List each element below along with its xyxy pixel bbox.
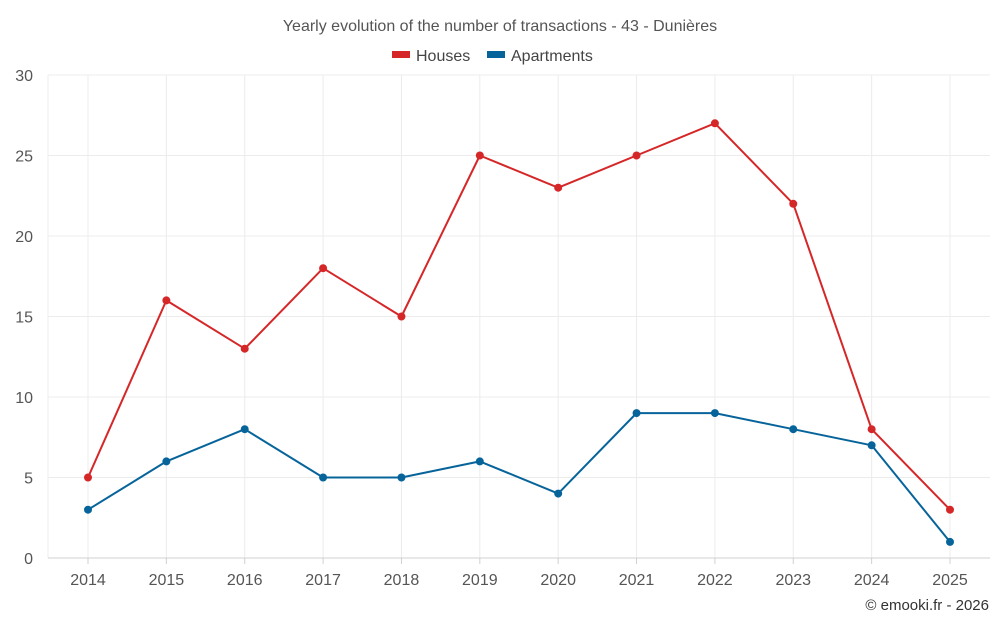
- data-point-houses[interactable]: [319, 264, 328, 273]
- data-point-apartments[interactable]: [84, 505, 92, 514]
- data-point-apartments[interactable]: [632, 409, 641, 418]
- x-tick-label: 2025: [932, 572, 968, 589]
- data-point-apartments[interactable]: [475, 457, 484, 466]
- data-point-apartments[interactable]: [162, 457, 171, 466]
- data-point-houses[interactable]: [946, 505, 954, 514]
- series-layer: [84, 119, 954, 546]
- x-tick-label: 2021: [619, 572, 655, 589]
- legend-label-houses: Houses: [416, 48, 470, 65]
- data-point-apartments[interactable]: [319, 473, 328, 482]
- y-tick-label: 5: [24, 471, 33, 488]
- data-point-apartments[interactable]: [867, 441, 876, 450]
- x-tick-label: 2019: [462, 572, 498, 589]
- data-point-houses[interactable]: [475, 151, 484, 160]
- data-point-houses[interactable]: [162, 296, 171, 305]
- x-tick-label: 2023: [775, 572, 811, 589]
- x-tick-label: 2015: [149, 572, 185, 589]
- x-axis: 2014 2015 2016 2017 2018 2019 2020 2021 2022 2023…: [48, 557, 990, 589]
- data-point-houses[interactable]: [789, 199, 798, 208]
- y-tick-label: 0: [24, 551, 33, 568]
- x-tick-label: 2024: [854, 572, 890, 589]
- data-point-apartments[interactable]: [397, 473, 406, 482]
- x-tick-label: 2018: [384, 572, 420, 589]
- y-tick-label: 25: [15, 149, 33, 166]
- data-point-apartments[interactable]: [789, 425, 798, 434]
- data-point-houses[interactable]: [240, 344, 249, 353]
- legend-swatch-houses: [392, 51, 410, 58]
- data-point-houses[interactable]: [397, 312, 406, 321]
- x-tick-label: 2017: [305, 572, 341, 589]
- x-tick-label: 2016: [227, 572, 263, 589]
- data-point-houses[interactable]: [554, 183, 563, 192]
- y-tick-label: 30: [15, 68, 33, 85]
- legend-swatch-apartments: [487, 51, 505, 58]
- x-tick-label: 2014: [70, 572, 106, 589]
- chart-title: Yearly evolution of the number of transa…: [283, 18, 717, 35]
- data-point-houses[interactable]: [632, 151, 641, 160]
- legend: Houses Apartments: [392, 48, 593, 65]
- data-point-apartments[interactable]: [554, 489, 563, 498]
- grid: [47, 74, 990, 558]
- credit-text: © emooki.fr - 2026: [865, 597, 989, 614]
- data-point-apartments[interactable]: [710, 409, 719, 418]
- y-axis: 0 5 10 15 20 25 30: [15, 68, 33, 568]
- data-point-apartments[interactable]: [240, 425, 249, 434]
- series-line-houses: [87, 122, 951, 511]
- data-point-houses[interactable]: [710, 119, 719, 128]
- data-point-houses[interactable]: [867, 425, 876, 434]
- x-tick-label: 2020: [540, 572, 576, 589]
- x-tick-label: 2022: [697, 572, 733, 589]
- y-tick-label: 15: [15, 310, 33, 327]
- y-tick-label: 20: [15, 229, 33, 246]
- data-point-houses[interactable]: [84, 473, 92, 482]
- legend-label-apartments: Apartments: [511, 48, 593, 65]
- data-point-apartments[interactable]: [946, 537, 954, 546]
- series-line-apartments: [87, 412, 951, 543]
- y-tick-label: 10: [15, 390, 33, 407]
